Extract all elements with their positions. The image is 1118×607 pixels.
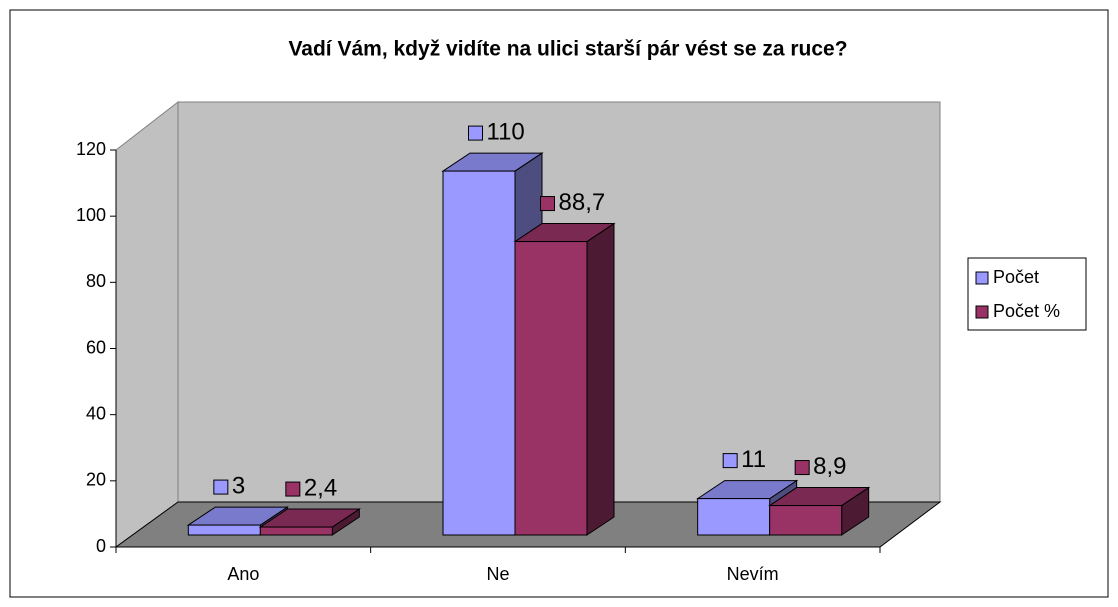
bar (259, 526, 333, 536)
y-tick-label: 40 (86, 403, 106, 423)
data-label-key (540, 196, 555, 212)
legend-key (975, 305, 989, 319)
bar (442, 170, 516, 536)
y-tick-label: 60 (86, 337, 106, 357)
data-label: 110 (487, 118, 525, 145)
bar (514, 241, 588, 536)
data-label-key (213, 479, 229, 495)
data-label-key (285, 481, 301, 497)
y-tick-label: 0 (96, 536, 106, 556)
data-label-key (468, 125, 483, 141)
bar (187, 524, 261, 536)
x-tick-label: Ne (486, 564, 509, 584)
bar (769, 505, 843, 536)
data-label: 11 (741, 446, 766, 473)
data-label: 8,9 (813, 453, 846, 480)
legend-label: Počet (993, 267, 1039, 287)
bar (697, 498, 771, 536)
bar-side (586, 222, 615, 536)
side-wall (115, 100, 179, 548)
legend-key (975, 271, 989, 285)
y-tick-label: 120 (76, 139, 106, 159)
data-label: 2,4 (304, 474, 337, 501)
x-tick-label: Ano (227, 564, 259, 584)
data-label-key (722, 453, 738, 469)
legend-label: Počet % (993, 301, 1060, 321)
legend (967, 257, 1087, 331)
y-tick-label: 100 (76, 205, 106, 225)
data-label: 3 (232, 472, 245, 499)
y-tick-label: 80 (86, 271, 106, 291)
y-tick-label: 20 (86, 470, 106, 490)
x-tick-label: Nevím (727, 564, 779, 584)
data-label: 88,7 (559, 189, 606, 216)
data-label-key (794, 460, 810, 476)
chart-title: Vadí Vám, když vidíte na ulici starší pá… (288, 38, 847, 61)
